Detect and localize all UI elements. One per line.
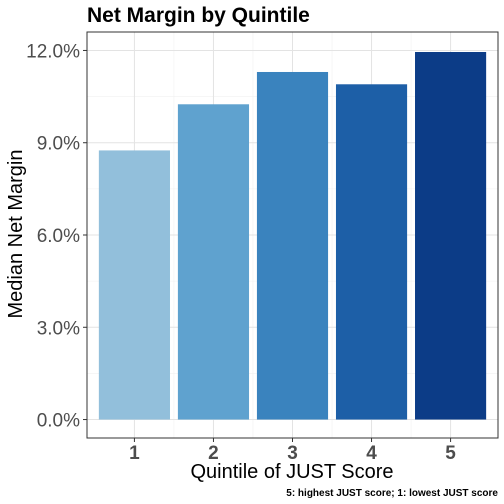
x-tick-label: 2 xyxy=(208,443,219,464)
y-axis: 0.0% 3.0% 6.0% 9.0% 12.0% xyxy=(26,41,87,432)
x-axis: 1 2 3 4 5 xyxy=(129,438,456,464)
bars xyxy=(98,51,487,420)
x-tick-label: 3 xyxy=(287,443,298,464)
x-tick-label: 5 xyxy=(445,443,456,464)
y-tick-label: 3.0% xyxy=(37,318,80,339)
chart-title: Net Margin by Quintile xyxy=(87,4,310,27)
x-tick-label: 4 xyxy=(366,443,377,464)
y-tick-label: 0.0% xyxy=(37,411,80,432)
x-axis-label: Quintile of JUST Score xyxy=(190,461,393,483)
x-tick-label: 1 xyxy=(129,443,140,464)
bar-quintile-3 xyxy=(256,71,329,420)
bar-quintile-2 xyxy=(177,104,250,420)
y-tick-label: 6.0% xyxy=(37,226,80,247)
bar-quintile-5 xyxy=(415,51,487,420)
y-axis-label: Median Net Margin xyxy=(5,150,27,319)
chart-caption: 5: highest JUST score; 1: lowest JUST sc… xyxy=(286,488,498,499)
bar-quintile-4 xyxy=(335,84,408,420)
bar-quintile-1 xyxy=(98,150,170,420)
y-tick-label: 12.0% xyxy=(26,41,80,62)
y-tick-label: 9.0% xyxy=(37,134,80,155)
